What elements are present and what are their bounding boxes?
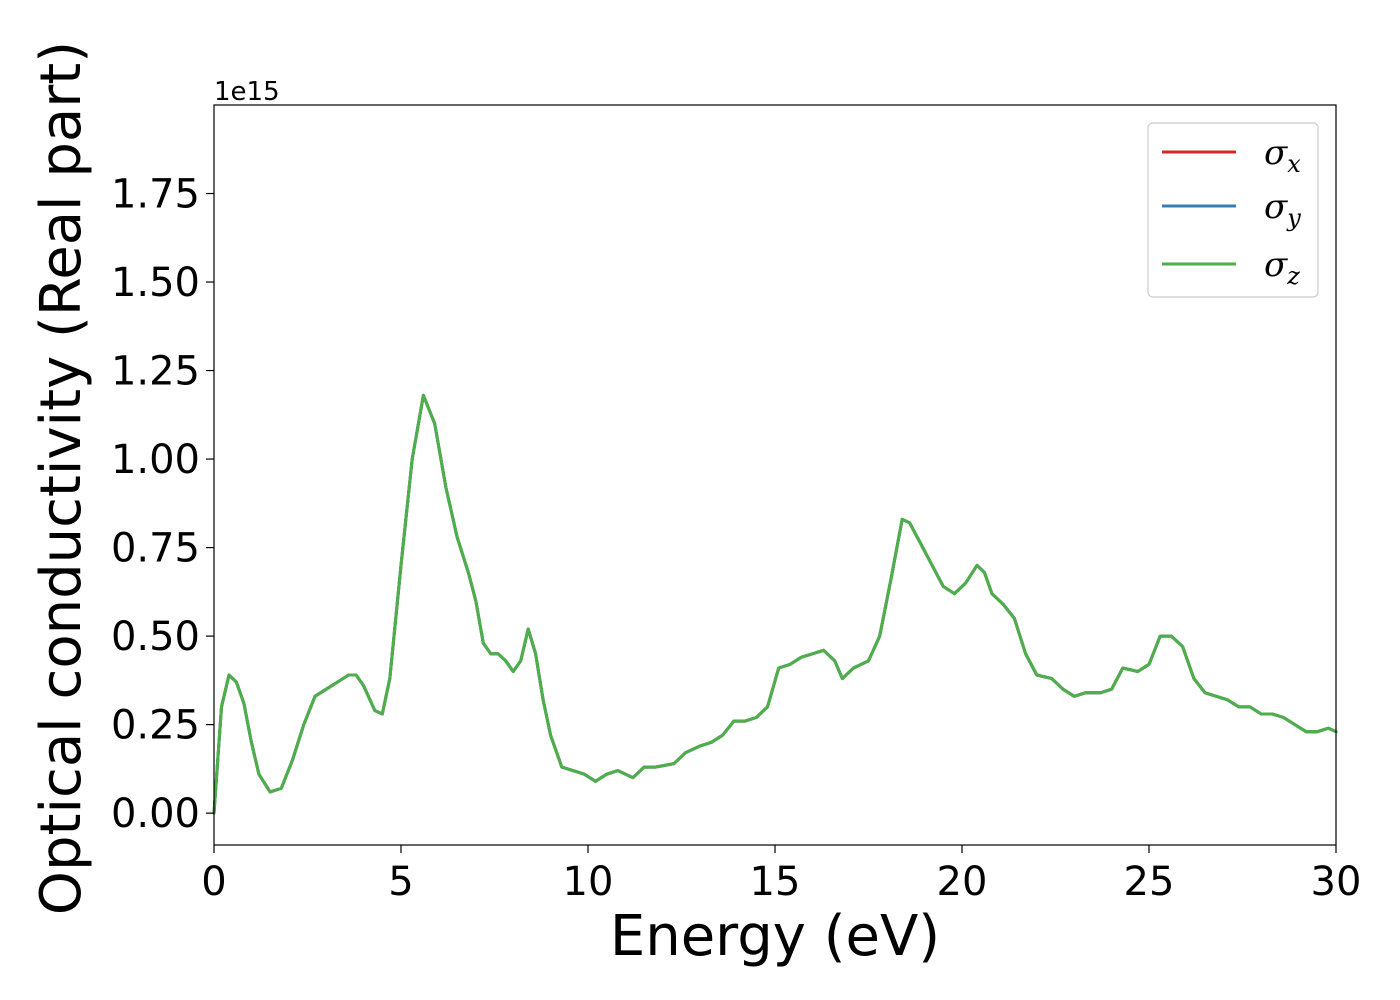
x-tick-label: 5 bbox=[388, 859, 413, 905]
legend-label: σy bbox=[1264, 187, 1301, 232]
x-tick-label: 25 bbox=[1124, 859, 1175, 905]
x-axis-label: Energy (eV) bbox=[610, 904, 940, 969]
x-tick-label: 0 bbox=[201, 859, 226, 905]
x-tick-label: 10 bbox=[563, 859, 614, 905]
y-tick-label: 0.25 bbox=[111, 703, 200, 749]
y-tick-label: 1.00 bbox=[111, 437, 200, 483]
y-offset-label: 1e15 bbox=[214, 77, 280, 107]
y-tick-label: 1.75 bbox=[111, 172, 200, 218]
x-tick-label: 30 bbox=[1311, 859, 1362, 905]
y-tick-label: 1.25 bbox=[111, 349, 200, 395]
y-tick-label: 0.00 bbox=[111, 791, 200, 837]
x-axis-ticks: 0 5 10 15 20 25 30 bbox=[201, 845, 1361, 905]
y-axis-ticks: 0.00 0.25 0.50 0.75 1.00 1.25 1.50 1.75 bbox=[111, 172, 214, 837]
legend-box bbox=[1147, 122, 1319, 298]
x-tick-label: 15 bbox=[750, 859, 801, 905]
y-tick-label: 1.50 bbox=[111, 260, 200, 306]
y-tick-label: 0.50 bbox=[111, 614, 200, 660]
x-tick-label: 20 bbox=[937, 859, 988, 905]
series-line-z bbox=[212, 393, 1338, 815]
y-axis-label: Optical conductivity (Real part) bbox=[29, 41, 94, 915]
series-layer bbox=[212, 393, 1338, 815]
y-tick-label: 0.75 bbox=[111, 526, 200, 572]
